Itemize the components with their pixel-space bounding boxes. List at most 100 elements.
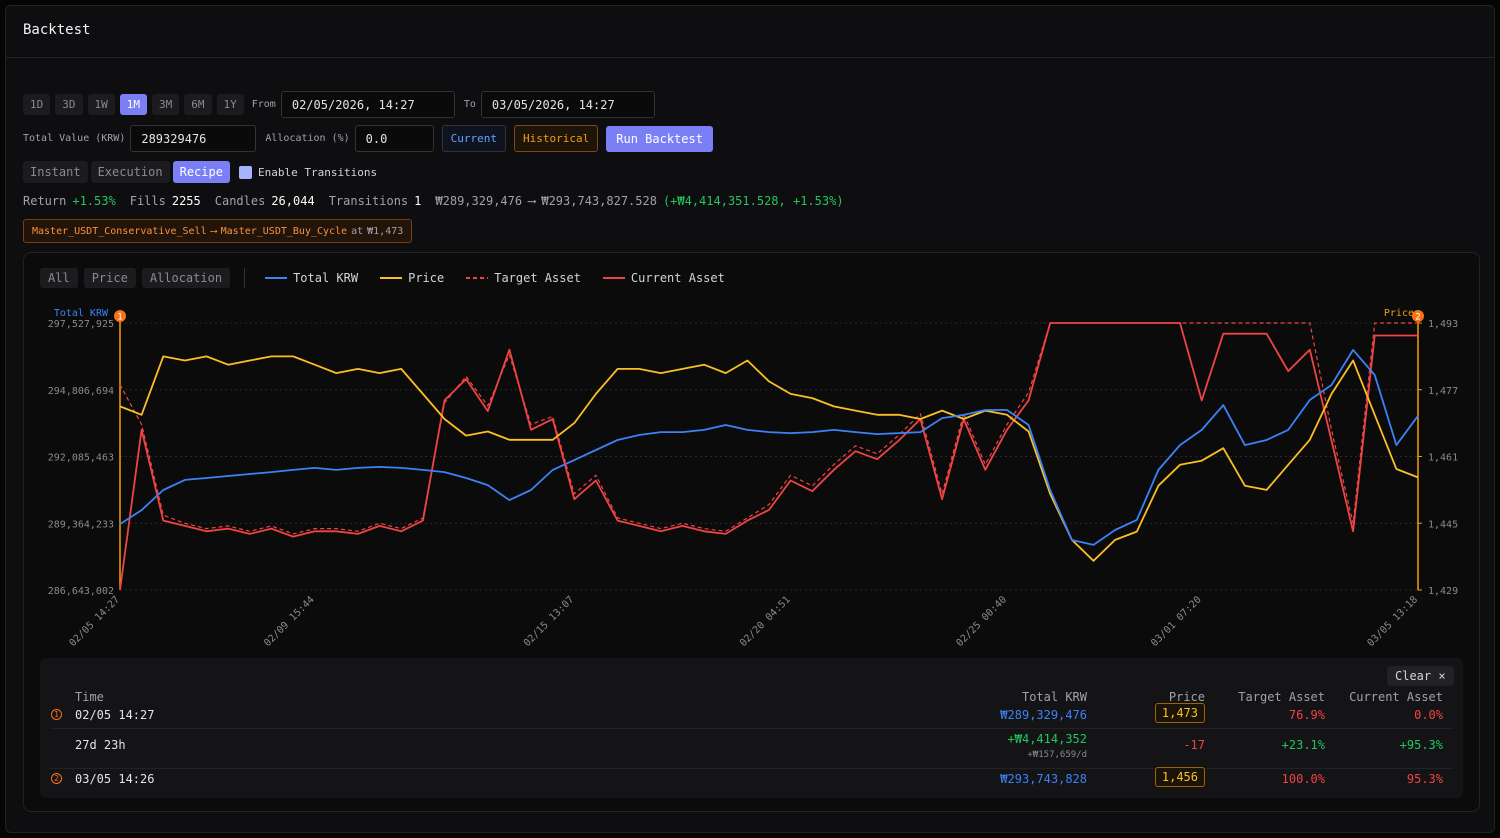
filter-button[interactable]: Price	[84, 268, 136, 288]
mode-button[interactable]: Instant	[23, 161, 88, 183]
legend-item: Current Asset	[603, 271, 725, 285]
x-tick-label: 02/15 13:07	[522, 594, 577, 649]
stat-label: Transitions	[329, 194, 408, 208]
y2-tick-label: 1,461	[1428, 453, 1458, 464]
y-axis-title: Total KRW	[54, 308, 109, 319]
range-button[interactable]: 6M	[184, 94, 211, 115]
total-value-label: Total Value (KRW)	[23, 133, 125, 144]
stat-label: Fills	[130, 194, 166, 208]
legend-label: Current Asset	[631, 271, 725, 285]
current-button[interactable]: Current	[442, 125, 506, 152]
cell-time: 27d 23h	[75, 738, 126, 752]
stat-start: ₩289,329,476	[435, 194, 522, 208]
row-marker: 2	[51, 773, 62, 784]
stats-row: Return +1.53% Fills 2255 Candles 26,044 …	[23, 194, 844, 208]
legend: Total KRW Price Target Asset Current Asset	[265, 271, 725, 285]
stat-arrow: ⟶	[528, 194, 535, 208]
cell-price: -17	[1183, 738, 1205, 752]
x-tick-label: 03/01 07:20	[1149, 594, 1204, 649]
cell-total: ₩293,743,828	[1000, 772, 1087, 786]
column-header: Price	[1169, 690, 1205, 704]
legend-item: Price	[380, 271, 444, 285]
transition-from: Master_USDT_Conservative_Sell	[32, 226, 207, 237]
stat-change: (+₩4,414,351.528, +1.53%)	[663, 194, 844, 208]
row-divider	[50, 728, 1453, 729]
stat-label: Return	[23, 194, 66, 208]
filter-row: All Price Allocation Total KRW Price Targe…	[40, 268, 725, 288]
range-button[interactable]: 1W	[88, 94, 115, 115]
y-tick-label: 292,085,463	[48, 453, 114, 464]
historical-button[interactable]: Historical	[514, 125, 598, 152]
transition-to: Master_USDT_Buy_Cycle	[221, 226, 347, 237]
range-button[interactable]: 1M	[120, 94, 147, 115]
stat-value: 26,044	[271, 194, 314, 208]
series-line	[120, 356, 1418, 560]
stat-value: +1.53%	[72, 194, 115, 208]
column-header: Time	[75, 690, 104, 704]
allocation-label: Allocation (%)	[265, 133, 349, 144]
chart: 286,643,002289,364,233292,085,463294,806…	[24, 290, 1480, 658]
table: Clear × TimeTotal KRWPriceTarget AssetCu…	[40, 658, 1463, 798]
mode-button[interactable]: Execution	[91, 161, 170, 183]
legend-swatch	[265, 276, 287, 280]
cell-target: +23.1%	[1282, 738, 1325, 752]
cell-total: ₩289,329,476	[1000, 708, 1087, 722]
checkbox[interactable]	[239, 166, 252, 179]
range-button[interactable]: 3D	[55, 94, 82, 115]
y-tick-label: 297,527,925	[48, 319, 114, 330]
clear-icon: ×	[1438, 669, 1445, 683]
column-header: Total KRW	[1022, 690, 1087, 704]
y2-tick-label: 1,445	[1428, 519, 1458, 530]
point-marker-label: 1	[117, 313, 122, 323]
stat-value: 2255	[172, 194, 201, 208]
run-button[interactable]: Run Backtest	[606, 126, 713, 152]
y-tick-label: 289,364,233	[48, 519, 114, 530]
cell-price: 1,456	[1155, 767, 1205, 787]
row-divider	[50, 768, 1453, 769]
transition-price: ₩1,473	[367, 226, 403, 237]
x-tick-label: 03/05 13:18	[1366, 594, 1421, 649]
y2-axis-title: Price	[1384, 308, 1414, 319]
transition-arrow: ⟶	[211, 226, 217, 237]
from-label: From	[252, 99, 276, 110]
legend-label: Target Asset	[494, 271, 581, 285]
cell-time: 03/05 14:26	[75, 772, 154, 786]
filter-button[interactable]: All	[40, 268, 78, 288]
value-row: Total Value (KRW) 289329476 Allocation (…	[23, 125, 713, 152]
total-value-input[interactable]: 289329476	[130, 125, 256, 152]
legend-label: Total KRW	[293, 271, 358, 285]
x-tick-label: 02/05 14:27	[68, 594, 123, 649]
to-label: To	[464, 99, 476, 110]
cell-current: 95.3%	[1407, 772, 1443, 786]
separator	[244, 268, 245, 288]
filter-button[interactable]: Allocation	[142, 268, 230, 288]
divider	[5, 57, 1495, 58]
stat-label: Candles	[215, 194, 266, 208]
legend-item: Target Asset	[466, 271, 581, 285]
range-button[interactable]: 3M	[152, 94, 179, 115]
series-line	[120, 323, 1418, 590]
y-tick-label: 294,806,694	[48, 386, 114, 397]
cell-total: +₩4,414,352	[1008, 732, 1087, 746]
legend-item: Total KRW	[265, 271, 358, 285]
range-button[interactable]: 1Y	[217, 94, 244, 115]
x-tick-label: 02/09 15:44	[262, 594, 317, 649]
range-button[interactable]: 1D	[23, 94, 50, 115]
cell-price: 1,473	[1155, 703, 1205, 723]
series-line	[120, 323, 1418, 534]
clear-button[interactable]: Clear ×	[1387, 666, 1454, 686]
point-marker-label: 2	[1415, 313, 1420, 323]
mode-row: Instant Execution Recipe Enable Transiti…	[23, 161, 377, 183]
legend-swatch	[466, 276, 488, 280]
from-input[interactable]: 02/05/2026, 14:27	[281, 91, 455, 118]
allocation-input[interactable]: 0.0	[355, 125, 434, 152]
x-tick-label: 02/25 00:40	[954, 594, 1009, 649]
checkbox-label: Enable Transitions	[258, 166, 377, 179]
mode-button[interactable]: Recipe	[173, 161, 230, 183]
stat-end: ₩293,743,827.528	[541, 194, 657, 208]
cell-target: 76.9%	[1289, 708, 1325, 722]
stat-value: 1	[414, 194, 421, 208]
to-input[interactable]: 03/05/2026, 14:27	[481, 91, 655, 118]
cell-target: 100.0%	[1282, 772, 1325, 786]
